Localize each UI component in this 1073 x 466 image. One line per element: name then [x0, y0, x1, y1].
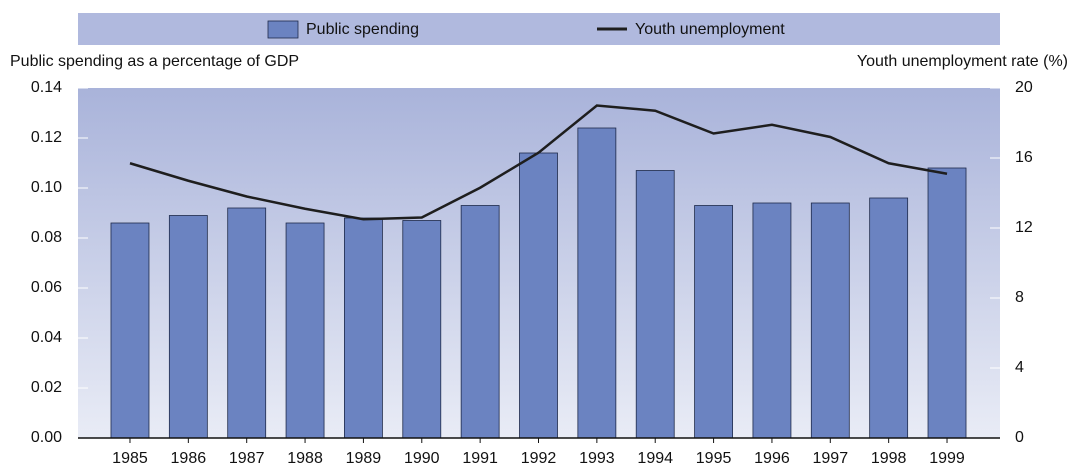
y-tick-label: 0.12 [31, 129, 62, 146]
y2-tick-label: 4 [1015, 359, 1024, 376]
bar [752, 202, 792, 439]
x-tick-label: 1992 [521, 450, 557, 466]
y-tick-label: 0.08 [31, 229, 62, 246]
y-tick-label: 0.14 [31, 79, 62, 96]
x-tick-label: 1997 [813, 450, 849, 466]
y2-axis-title: Youth unemployment rate (%) [857, 53, 1068, 70]
bar [110, 222, 150, 439]
y-axis-title: Public spending as a percentage of GDP [10, 53, 299, 70]
bar [635, 170, 675, 439]
x-tick-label: 1993 [579, 450, 615, 466]
y2-tick-label: 16 [1015, 149, 1033, 166]
bar [927, 167, 967, 439]
x-tick-label: 1995 [696, 450, 732, 466]
x-tick-label: 1998 [871, 450, 907, 466]
x-tick-label: 1989 [346, 450, 382, 466]
x-tick-label: 1996 [754, 450, 790, 466]
y2-tick-label: 0 [1015, 429, 1024, 446]
bar [344, 217, 383, 439]
bar [519, 152, 558, 439]
bar [460, 205, 500, 439]
legend-label: Public spending [306, 21, 419, 38]
bar [577, 127, 617, 439]
x-tick-label: 1986 [171, 450, 207, 466]
legend-swatch [267, 20, 299, 39]
y-tick-label: 0.00 [31, 429, 62, 446]
y2-tick-label: 8 [1015, 289, 1024, 306]
bar [810, 202, 850, 439]
x-tick-label: 1988 [287, 450, 323, 466]
x-tick-label: 1987 [229, 450, 265, 466]
bar [694, 205, 733, 439]
bar [168, 215, 208, 439]
y2-tick-label: 12 [1015, 219, 1033, 236]
y-tick-label: 0.02 [31, 379, 62, 396]
y-tick-label: 0.06 [31, 279, 62, 296]
x-tick-label: 1991 [462, 450, 498, 466]
legend-label: Youth unemployment [635, 21, 785, 38]
x-tick-label: 1990 [404, 450, 440, 466]
x-tick-label: 1999 [929, 450, 965, 466]
y2-tick-label: 20 [1015, 79, 1033, 96]
x-tick-label: 1994 [637, 450, 673, 466]
y-tick-label: 0.04 [31, 329, 62, 346]
line [129, 104, 948, 221]
legend-band [78, 13, 1000, 45]
bar [869, 197, 909, 439]
bar [402, 220, 442, 439]
bar [227, 207, 267, 439]
y-tick-label: 0.10 [31, 179, 62, 196]
bar [285, 222, 325, 439]
x-tick-label: 1985 [112, 450, 148, 466]
